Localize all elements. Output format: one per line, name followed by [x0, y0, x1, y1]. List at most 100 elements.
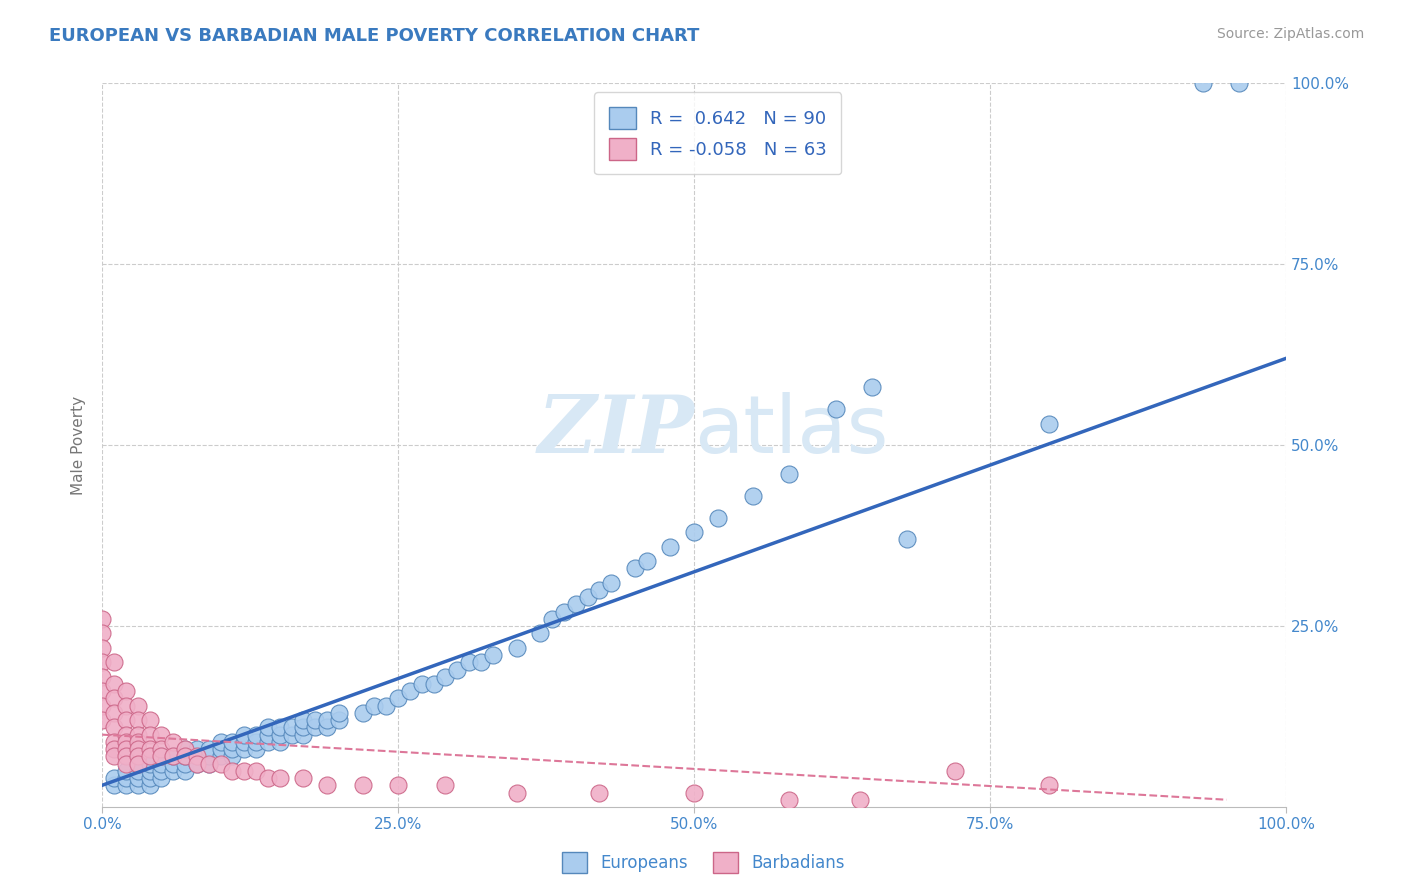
- Text: EUROPEAN VS BARBADIAN MALE POVERTY CORRELATION CHART: EUROPEAN VS BARBADIAN MALE POVERTY CORRE…: [49, 27, 700, 45]
- Point: [115, 698, 138, 713]
- Point: [269, 771, 291, 785]
- Point: [91, 640, 114, 655]
- Point: [860, 380, 883, 394]
- Point: [115, 778, 138, 792]
- Point: [446, 663, 468, 677]
- Legend: R =  0.642   N = 90, R = -0.058   N = 63: R = 0.642 N = 90, R = -0.058 N = 63: [595, 93, 841, 175]
- Point: [387, 778, 409, 792]
- Point: [778, 793, 800, 807]
- Point: [257, 771, 280, 785]
- Point: [1227, 77, 1250, 91]
- Point: [352, 778, 374, 792]
- Point: [127, 713, 149, 727]
- Point: [127, 698, 149, 713]
- Point: [150, 764, 173, 778]
- Point: [186, 756, 208, 771]
- Point: [659, 540, 682, 554]
- Text: Source: ZipAtlas.com: Source: ZipAtlas.com: [1216, 27, 1364, 41]
- Point: [91, 655, 114, 669]
- Point: [127, 728, 149, 742]
- Point: [387, 691, 409, 706]
- Point: [1038, 778, 1060, 792]
- Point: [896, 533, 918, 547]
- Point: [127, 749, 149, 764]
- Point: [138, 771, 160, 785]
- Point: [257, 720, 280, 734]
- Point: [245, 728, 267, 742]
- Point: [316, 778, 339, 792]
- Point: [103, 706, 125, 720]
- Point: [399, 684, 422, 698]
- Point: [280, 728, 302, 742]
- Point: [103, 677, 125, 691]
- Point: [174, 749, 197, 764]
- Point: [269, 735, 291, 749]
- Point: [197, 749, 219, 764]
- Point: [209, 756, 232, 771]
- Point: [138, 756, 160, 771]
- Point: [138, 713, 160, 727]
- Point: [150, 749, 173, 764]
- Point: [186, 749, 208, 764]
- Point: [127, 778, 149, 792]
- Point: [127, 735, 149, 749]
- Point: [162, 764, 184, 778]
- Point: [600, 575, 623, 590]
- Point: [269, 720, 291, 734]
- Point: [103, 771, 125, 785]
- Point: [576, 590, 599, 604]
- Point: [233, 764, 256, 778]
- Point: [138, 749, 160, 764]
- Point: [91, 684, 114, 698]
- Point: [91, 626, 114, 640]
- Point: [505, 640, 527, 655]
- Point: [150, 756, 173, 771]
- Point: [150, 771, 173, 785]
- Point: [233, 735, 256, 749]
- Point: [825, 402, 848, 417]
- Point: [138, 778, 160, 792]
- Point: [470, 655, 492, 669]
- Point: [233, 742, 256, 756]
- Point: [422, 677, 444, 691]
- Point: [316, 720, 339, 734]
- Point: [197, 742, 219, 756]
- Point: [1038, 417, 1060, 431]
- Point: [292, 771, 315, 785]
- Point: [103, 778, 125, 792]
- Point: [292, 728, 315, 742]
- Point: [103, 691, 125, 706]
- Point: [245, 735, 267, 749]
- Point: [91, 670, 114, 684]
- Point: [221, 735, 243, 749]
- Y-axis label: Male Poverty: Male Poverty: [72, 396, 86, 495]
- Point: [115, 684, 138, 698]
- Point: [138, 728, 160, 742]
- Point: [103, 720, 125, 734]
- Point: [564, 598, 586, 612]
- Point: [115, 771, 138, 785]
- Point: [174, 742, 197, 756]
- Point: [150, 728, 173, 742]
- Text: atlas: atlas: [695, 392, 889, 470]
- Point: [245, 764, 267, 778]
- Point: [174, 764, 197, 778]
- Point: [482, 648, 505, 662]
- Point: [742, 489, 765, 503]
- Point: [683, 524, 706, 539]
- Point: [280, 720, 302, 734]
- Point: [221, 742, 243, 756]
- Point: [91, 612, 114, 626]
- Point: [127, 771, 149, 785]
- Point: [221, 749, 243, 764]
- Point: [209, 735, 232, 749]
- Point: [411, 677, 433, 691]
- Point: [138, 764, 160, 778]
- Point: [943, 764, 966, 778]
- Point: [127, 756, 149, 771]
- Point: [186, 742, 208, 756]
- Point: [257, 728, 280, 742]
- Point: [103, 749, 125, 764]
- Point: [115, 742, 138, 756]
- Point: [115, 735, 138, 749]
